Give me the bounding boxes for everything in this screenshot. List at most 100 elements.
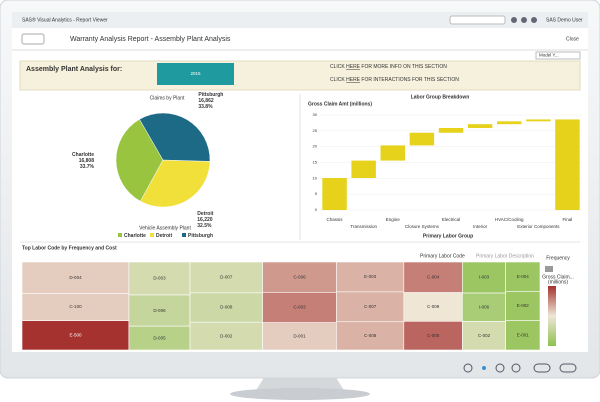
cell-label: C-005 [427, 333, 440, 338]
slice-value: 16,808 [79, 158, 95, 164]
color-legend-unit: (millions) [548, 279, 568, 285]
search-box[interactable] [449, 15, 506, 25]
cell-label: D-004 [69, 275, 82, 280]
toolbar [12, 28, 588, 50]
treemap-cell [21, 320, 130, 351]
stand-base [230, 388, 370, 400]
header-panel [19, 60, 581, 91]
treemap-cell [505, 320, 541, 351]
legend-label: Detroit [156, 233, 172, 239]
x-tick-label: Electrical [442, 217, 460, 222]
cell-label: E-002 [517, 303, 530, 308]
slice-percent: 33.7% [80, 164, 95, 170]
user-name[interactable]: SAS Demo User [546, 17, 583, 23]
x-tick-label: Final [563, 217, 573, 222]
legend-swatch [182, 233, 186, 237]
cell-label: D-001 [293, 334, 306, 339]
cell-label: D-006 [153, 308, 166, 313]
treemap-cell [403, 321, 463, 351]
bar [409, 132, 435, 146]
cell-label: C-003 [293, 305, 306, 310]
cell-label: C-009 [427, 304, 440, 309]
header-label: Assembly Plant Analysis for: [26, 66, 122, 73]
chart-title: Labor Group Breakdown [411, 94, 470, 100]
cell-label: C-006 [293, 274, 306, 279]
y-tick-label: 10 [313, 175, 318, 180]
bar [438, 127, 464, 133]
treemap-cell [189, 261, 263, 294]
treemap-cell [21, 293, 130, 321]
treemap-cell [462, 261, 506, 294]
legend-label: Charlotte [124, 233, 146, 239]
cell-label: D-003 [153, 276, 166, 281]
x-tick-label: Interior [473, 224, 488, 229]
menu-button[interactable] [21, 33, 45, 45]
app-icons [511, 17, 537, 23]
x-tick-label: Exterior Components [517, 224, 560, 229]
slice-percent: 33.8% [198, 104, 213, 110]
y-tick-label: 15 [313, 160, 318, 165]
cell-label: D-005 [153, 335, 166, 340]
y-tick-label: 0 [315, 207, 318, 212]
legend-swatch [150, 233, 154, 237]
cell-label: D-008 [220, 305, 233, 310]
y-tick-label: 25 [313, 128, 318, 133]
cell-label: C-004 [427, 274, 440, 279]
bar [322, 178, 347, 210]
bar [496, 121, 522, 125]
color-legend-bar [548, 286, 556, 346]
treemap-cell [462, 321, 506, 351]
year-button[interactable] [157, 63, 234, 85]
y-tick-label: 30 [313, 112, 318, 117]
dropdown-label[interactable]: Model Y... [539, 53, 559, 58]
cell-label: E-004 [517, 274, 530, 279]
treemap-cell [128, 294, 191, 327]
x-tick-label: Engine [386, 217, 401, 222]
slice-label: Pittsburgh [198, 92, 223, 98]
bar [467, 124, 493, 128]
bar [351, 160, 376, 179]
year-button-label[interactable]: 2015 [190, 71, 201, 76]
x-tick-label: HVAC/Cooling [495, 217, 524, 222]
info-link[interactable]: CLICK HERE FOR MORE INFO ON THIS SECTION [330, 64, 447, 70]
y-axis-label: Gross Claim Amt (millions) [308, 101, 372, 107]
pie-slice [139, 112, 211, 162]
x-axis-label: Primary Labor Group [423, 233, 473, 239]
treemap-cell [189, 292, 263, 323]
treemap-cell [336, 291, 405, 323]
x-tick-label: Transmission [350, 224, 377, 229]
cell-label: E-003 [364, 274, 377, 279]
bar [380, 145, 406, 161]
y-tick-label: 5 [315, 191, 318, 196]
treemap-cell [262, 292, 337, 323]
x-tick-label: Chassis [327, 217, 344, 222]
report-title: Warranty Analysis Report - Assembly Plan… [70, 36, 231, 43]
slice-value: 16,862 [198, 98, 214, 104]
x-tick-label: Closure Systems [405, 224, 440, 229]
bar [555, 119, 580, 210]
close-button[interactable]: Close [566, 36, 579, 42]
cell-label: D-007 [220, 275, 233, 280]
cell-label: C-008 [364, 333, 377, 338]
chart-title: Top Labor Code by Frequency and Cost [22, 245, 117, 251]
size-legend-swatch [545, 266, 553, 272]
slice-label: Detroit [197, 211, 213, 217]
legend-label: Pittsburgh [188, 233, 213, 239]
bezel-buttons [463, 363, 577, 373]
treemap-cell [403, 261, 463, 293]
cell-label: I-003 [479, 275, 490, 280]
slice-percent: 32.5% [197, 223, 212, 229]
cell-label: E-001 [517, 333, 530, 338]
color-legend-title: Gross Claim... [542, 274, 574, 280]
slice-value: 16,220 [197, 217, 213, 223]
cell-label: C-002 [478, 333, 491, 338]
treemap-cell [189, 321, 263, 351]
cell-label: I-006 [479, 304, 490, 309]
interaction-link[interactable]: CLICK HERE FOR INTERACTIONS FOR THIS SEC… [330, 77, 459, 83]
legend-title: Vehicle Assembly Plant [139, 225, 191, 231]
cell-label: D-002 [220, 333, 233, 338]
legend-swatch [118, 233, 122, 237]
dropdown[interactable] [535, 51, 581, 60]
treemap-cell [262, 322, 337, 351]
